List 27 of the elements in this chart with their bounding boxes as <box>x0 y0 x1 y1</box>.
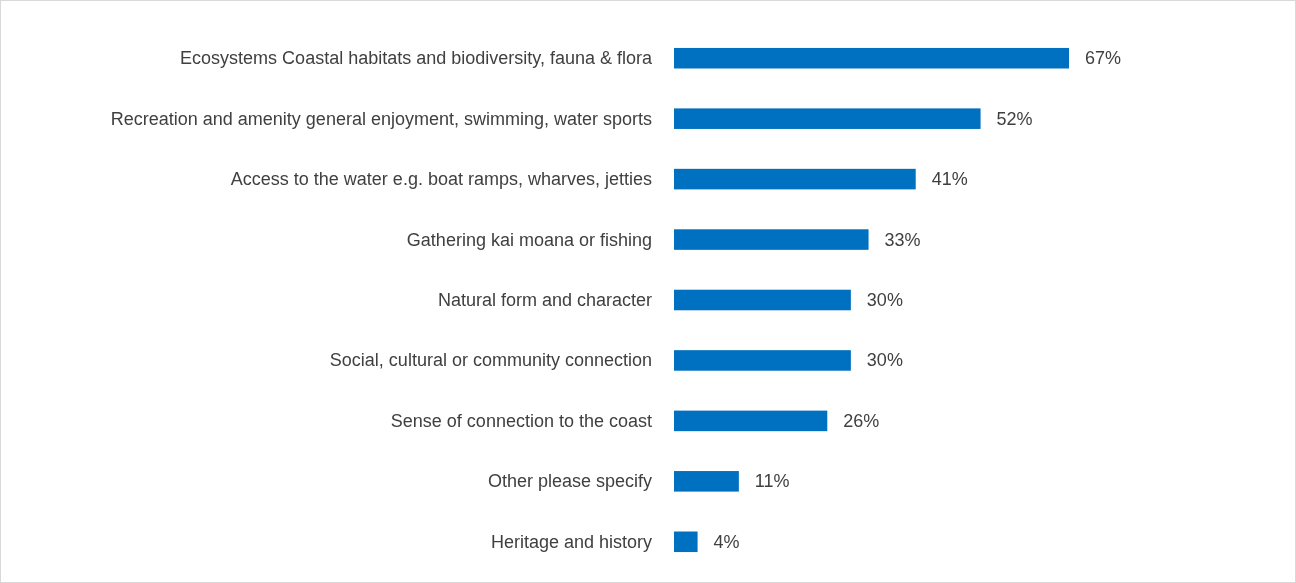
bar <box>674 289 851 311</box>
bar <box>674 350 851 371</box>
y-tick-label: Natural form and character <box>437 290 652 310</box>
data-label: 33% <box>884 229 921 250</box>
bar <box>674 471 739 492</box>
data-label: 4% <box>713 531 740 552</box>
data-label: 11% <box>754 471 790 492</box>
data-label: 41% <box>931 169 968 190</box>
bar <box>674 531 698 553</box>
y-tick-label: Access to the water e.g. boat ramps, wharves, jetties <box>230 169 652 190</box>
data-label: 52% <box>996 108 1033 129</box>
bar <box>674 108 981 129</box>
data-label: 30% <box>866 350 903 371</box>
data-label: 67% <box>1085 48 1122 69</box>
y-tick-label: Social, cultural or community connection <box>329 350 652 371</box>
y-tick-label: Other please specify <box>487 471 652 492</box>
y-tick-label: Sense of connection to the coast <box>390 410 652 431</box>
bar <box>674 47 1069 69</box>
y-tick-label: Gathering kai moana or fishing <box>406 229 652 250</box>
bar <box>674 168 916 190</box>
y-tick-label: Ecosystems Coastal habitats and biodiversity, fauna & flora <box>180 48 653 69</box>
bar <box>674 229 869 250</box>
bar <box>674 410 828 432</box>
y-tick-label: Recreation and amenity general enjoyment, swimming, water sports <box>110 108 652 129</box>
data-label: 26% <box>843 410 880 431</box>
y-tick-label: Heritage and history <box>490 531 652 552</box>
data-label: 30% <box>866 290 903 310</box>
